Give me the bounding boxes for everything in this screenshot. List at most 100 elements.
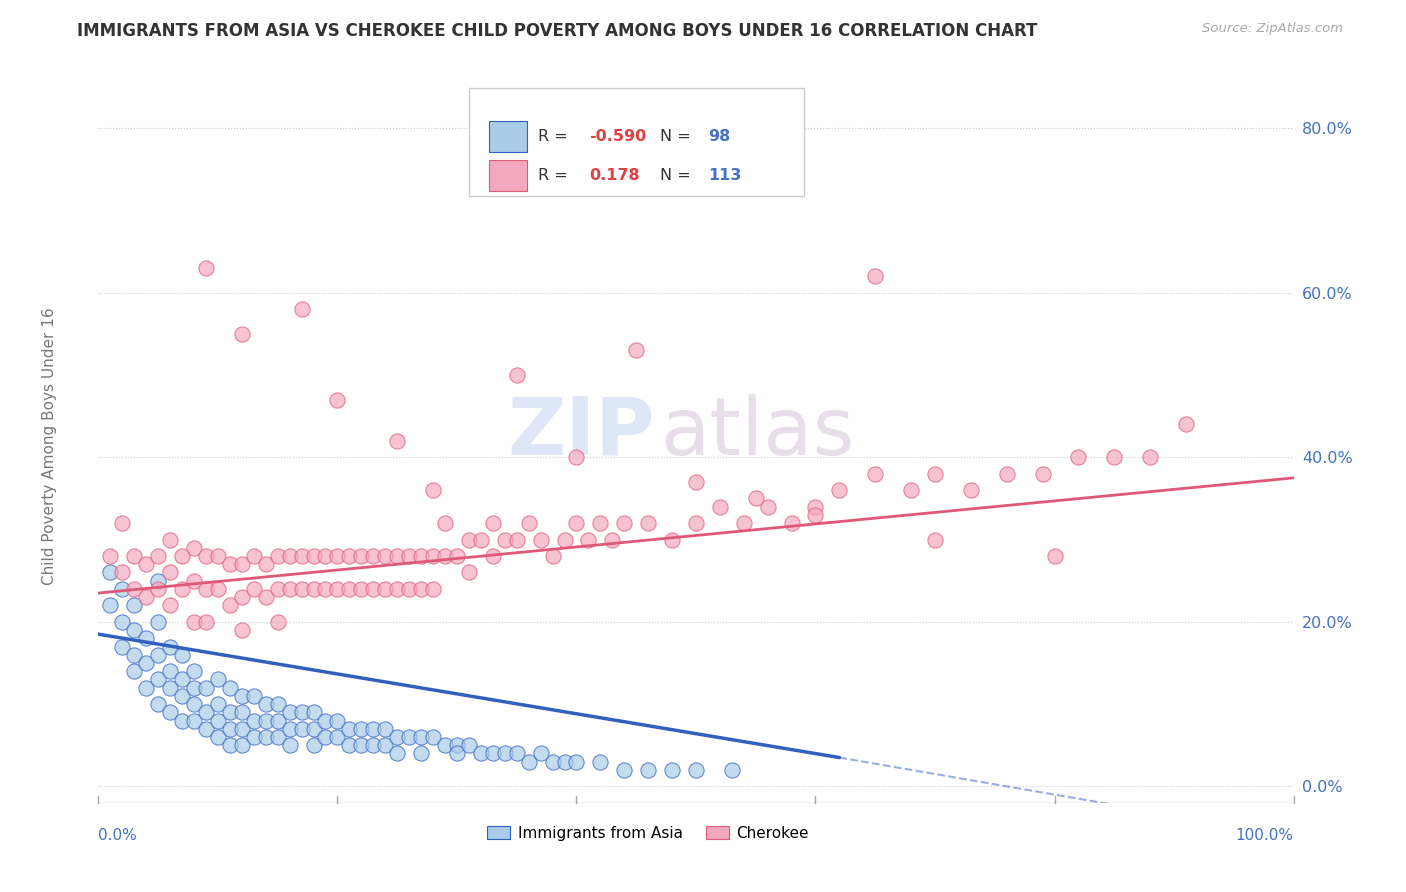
Point bbox=[254, 730, 277, 744]
Point bbox=[159, 566, 181, 580]
Point bbox=[315, 714, 337, 728]
Point bbox=[565, 516, 588, 530]
Point bbox=[291, 549, 314, 563]
Point bbox=[135, 590, 157, 604]
Text: atlas: atlas bbox=[661, 393, 855, 472]
Point bbox=[195, 549, 218, 563]
Point bbox=[172, 648, 194, 662]
Point bbox=[267, 582, 290, 596]
Point bbox=[124, 623, 146, 637]
Point bbox=[995, 467, 1018, 481]
Point bbox=[207, 582, 229, 596]
Point bbox=[865, 269, 887, 284]
Point bbox=[1067, 450, 1090, 465]
Point bbox=[363, 722, 385, 736]
Point bbox=[709, 500, 731, 514]
Point bbox=[302, 722, 325, 736]
Point bbox=[374, 722, 396, 736]
Point bbox=[411, 747, 433, 761]
Point bbox=[363, 549, 385, 563]
Point bbox=[302, 706, 325, 720]
Point bbox=[267, 714, 290, 728]
Point bbox=[637, 516, 659, 530]
Point bbox=[231, 558, 253, 572]
Point bbox=[385, 434, 409, 448]
Point bbox=[398, 549, 420, 563]
Point bbox=[172, 689, 194, 703]
Point bbox=[589, 755, 612, 769]
Point bbox=[243, 689, 266, 703]
Point bbox=[481, 549, 505, 563]
Point bbox=[411, 582, 433, 596]
Text: Source: ZipAtlas.com: Source: ZipAtlas.com bbox=[1202, 22, 1343, 36]
Point bbox=[254, 558, 277, 572]
Point bbox=[411, 730, 433, 744]
Point bbox=[494, 747, 516, 761]
Point bbox=[111, 582, 134, 596]
Point bbox=[1104, 450, 1126, 465]
Point bbox=[195, 722, 218, 736]
Point bbox=[411, 549, 433, 563]
Point bbox=[207, 673, 229, 687]
Point bbox=[148, 582, 170, 596]
Point bbox=[661, 763, 683, 777]
Point bbox=[326, 730, 349, 744]
Point bbox=[326, 549, 349, 563]
Point bbox=[291, 302, 314, 317]
Point bbox=[278, 706, 301, 720]
Point bbox=[374, 582, 396, 596]
Point bbox=[159, 640, 181, 654]
Point bbox=[578, 533, 600, 547]
Point bbox=[124, 582, 146, 596]
Text: -0.590: -0.590 bbox=[589, 129, 647, 144]
Point bbox=[422, 549, 444, 563]
Point bbox=[506, 368, 529, 382]
Point bbox=[183, 574, 205, 588]
Point bbox=[506, 533, 529, 547]
Point bbox=[172, 582, 194, 596]
Text: ZIP: ZIP bbox=[508, 393, 654, 472]
Point bbox=[135, 558, 157, 572]
Point bbox=[339, 722, 361, 736]
Point bbox=[350, 722, 373, 736]
Point bbox=[470, 747, 492, 761]
Point bbox=[159, 533, 181, 547]
Point bbox=[602, 533, 624, 547]
Point bbox=[685, 516, 707, 530]
Point bbox=[541, 549, 564, 563]
Point bbox=[554, 755, 576, 769]
Point bbox=[530, 747, 553, 761]
Point bbox=[183, 541, 205, 555]
Point bbox=[481, 516, 505, 530]
Point bbox=[159, 681, 181, 695]
Point bbox=[183, 664, 205, 678]
Point bbox=[326, 392, 349, 407]
Point bbox=[685, 475, 707, 489]
Point bbox=[278, 722, 301, 736]
Point bbox=[900, 483, 922, 498]
Point bbox=[207, 697, 229, 711]
Point bbox=[721, 763, 744, 777]
Point bbox=[554, 533, 576, 547]
Legend: Immigrants from Asia, Cherokee: Immigrants from Asia, Cherokee bbox=[481, 820, 815, 847]
Point bbox=[613, 763, 636, 777]
Point bbox=[243, 730, 266, 744]
Point bbox=[159, 706, 181, 720]
Point bbox=[637, 763, 659, 777]
Point bbox=[231, 623, 253, 637]
Point bbox=[124, 648, 146, 662]
Point bbox=[243, 582, 266, 596]
Point bbox=[148, 673, 170, 687]
Point bbox=[231, 590, 253, 604]
Text: N =: N = bbox=[661, 169, 696, 183]
Point bbox=[135, 681, 157, 695]
Point bbox=[148, 574, 170, 588]
Point bbox=[924, 533, 946, 547]
Point bbox=[183, 681, 205, 695]
Point bbox=[589, 516, 612, 530]
Point bbox=[326, 714, 349, 728]
FancyBboxPatch shape bbox=[470, 88, 804, 195]
Point bbox=[183, 714, 205, 728]
Point bbox=[315, 582, 337, 596]
Point bbox=[780, 516, 803, 530]
